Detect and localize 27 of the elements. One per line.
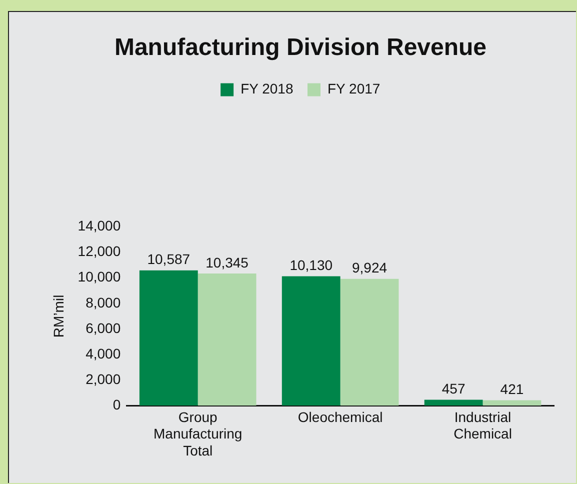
y-tick-label: 12,000 [78,243,121,260]
data-label: 9,924 [352,260,388,276]
x-tick-label: Oleochemical [298,408,383,425]
y-axis-title: RM’mil [50,294,66,338]
y-tick-label: 0 [112,396,121,412]
bar [282,276,340,406]
y-tick-label: 4,000 [86,345,121,362]
bar [340,278,399,406]
y-tick-label: 10,000 [78,268,121,285]
y-tick-label: 14,000 [78,218,121,234]
chart-title: Manufacturing Division Revenue [114,34,487,62]
y-tick-label: 2,000 [86,370,121,387]
y-tick-label: 8,000 [86,294,121,310]
bar [198,273,256,406]
data-label: 10,587 [147,251,190,268]
bar [424,400,483,406]
data-label: 10,130 [290,257,333,274]
x-tick-label: Group Manufacturing Total [153,408,242,458]
data-label: 421 [500,381,524,398]
legend-label: FY 2018 [240,80,294,97]
data-label: 10,345 [206,254,249,270]
x-tick-label: Industrial Chemical [454,408,512,442]
y-tick-label: 6,000 [86,320,121,336]
data-label: 457 [442,380,466,397]
bar [139,270,198,406]
legend-label: FY 2017 [328,80,380,97]
bar [482,400,542,406]
